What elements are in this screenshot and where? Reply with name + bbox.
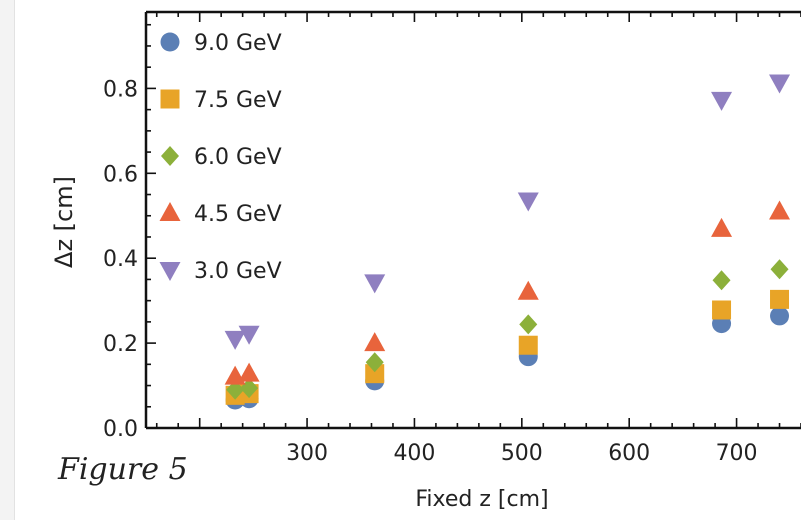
y-tick-label: 0.0 [103, 417, 138, 442]
x-tick-label: 400 [393, 441, 435, 466]
x-tick-label: 700 [716, 441, 758, 466]
series-circle [225, 306, 790, 410]
y-tick-label: 0.6 [103, 162, 138, 187]
data-point [711, 217, 733, 237]
data-point [517, 280, 539, 300]
data-point [238, 325, 260, 345]
x-tick-label: 300 [286, 441, 328, 466]
y-tick-label: 0.8 [103, 77, 138, 102]
y-tick-label: 0.2 [103, 332, 138, 357]
data-point [224, 330, 246, 350]
figure-label: Figure 5 [58, 452, 188, 487]
data-point [519, 314, 538, 335]
legend-marker [160, 32, 180, 52]
x-axis-label: Fixed z [cm] [415, 487, 548, 512]
legend-label: 9.0 GeV [194, 31, 282, 56]
y-tick-label: 0.4 [103, 247, 138, 272]
data-point [226, 379, 245, 400]
legend-item: 9.0 GeV [160, 31, 282, 56]
data-point [365, 352, 384, 373]
legend-item: 7.5 GeV [160, 88, 282, 113]
series-square [225, 289, 790, 405]
series-triangle-up [224, 200, 791, 385]
legend-item: 3.0 GeV [159, 259, 282, 284]
data-point [770, 306, 790, 326]
data-point [365, 364, 385, 384]
legend-label: 6.0 GeV [194, 145, 282, 170]
x-tick-label: 600 [608, 441, 650, 466]
data-point [711, 91, 733, 111]
x-tick-label: 500 [501, 441, 543, 466]
legend-label: 7.5 GeV [194, 88, 282, 113]
data-point [769, 200, 791, 220]
data-point [770, 259, 789, 280]
series-diamond [226, 259, 789, 400]
y-axis-label: Δz [cm] [50, 176, 78, 268]
data-point [712, 300, 732, 320]
legend-marker [161, 146, 179, 166]
data-point [770, 289, 790, 309]
series-triangle-down [224, 74, 791, 350]
legend-marker [159, 262, 181, 281]
legend-label: 4.5 GeV [194, 202, 282, 227]
left-edge-strip [0, 0, 15, 520]
data-point [364, 332, 386, 352]
data-point [712, 270, 731, 291]
data-point [769, 74, 791, 94]
data-point [517, 192, 539, 212]
legend-item: 6.0 GeV [161, 145, 282, 170]
legend-marker [160, 89, 180, 109]
data-point [518, 335, 538, 355]
data-point [364, 274, 386, 294]
legend-label: 3.0 GeV [194, 259, 282, 284]
legend-item: 4.5 GeV [159, 202, 282, 227]
legend-marker [159, 202, 181, 221]
data-point [238, 362, 260, 382]
